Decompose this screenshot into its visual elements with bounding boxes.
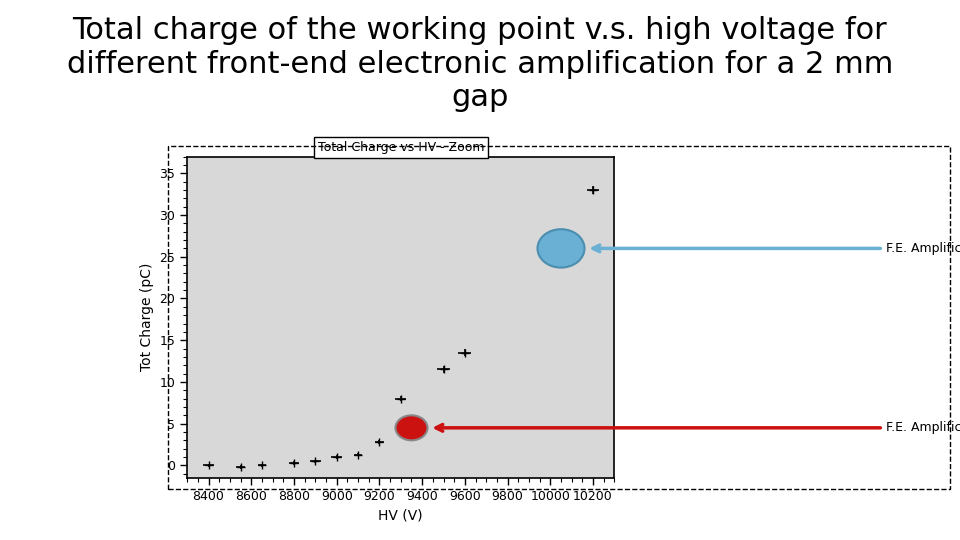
Text: Total charge of the working point v.s. high voltage for
different front-end elec: Total charge of the working point v.s. h… bbox=[67, 16, 893, 112]
Text: F.E. Amplification = K: F.E. Amplification = K bbox=[886, 242, 960, 255]
Y-axis label: Tot Charge (pC): Tot Charge (pC) bbox=[140, 263, 154, 372]
X-axis label: HV (V): HV (V) bbox=[378, 508, 423, 522]
Text: F.E. Amplification = 10k: F.E. Amplification = 10k bbox=[886, 421, 960, 434]
Ellipse shape bbox=[538, 229, 585, 268]
Title: Total Charge vs HV - Zoom: Total Charge vs HV - Zoom bbox=[318, 141, 484, 154]
Ellipse shape bbox=[396, 415, 427, 440]
